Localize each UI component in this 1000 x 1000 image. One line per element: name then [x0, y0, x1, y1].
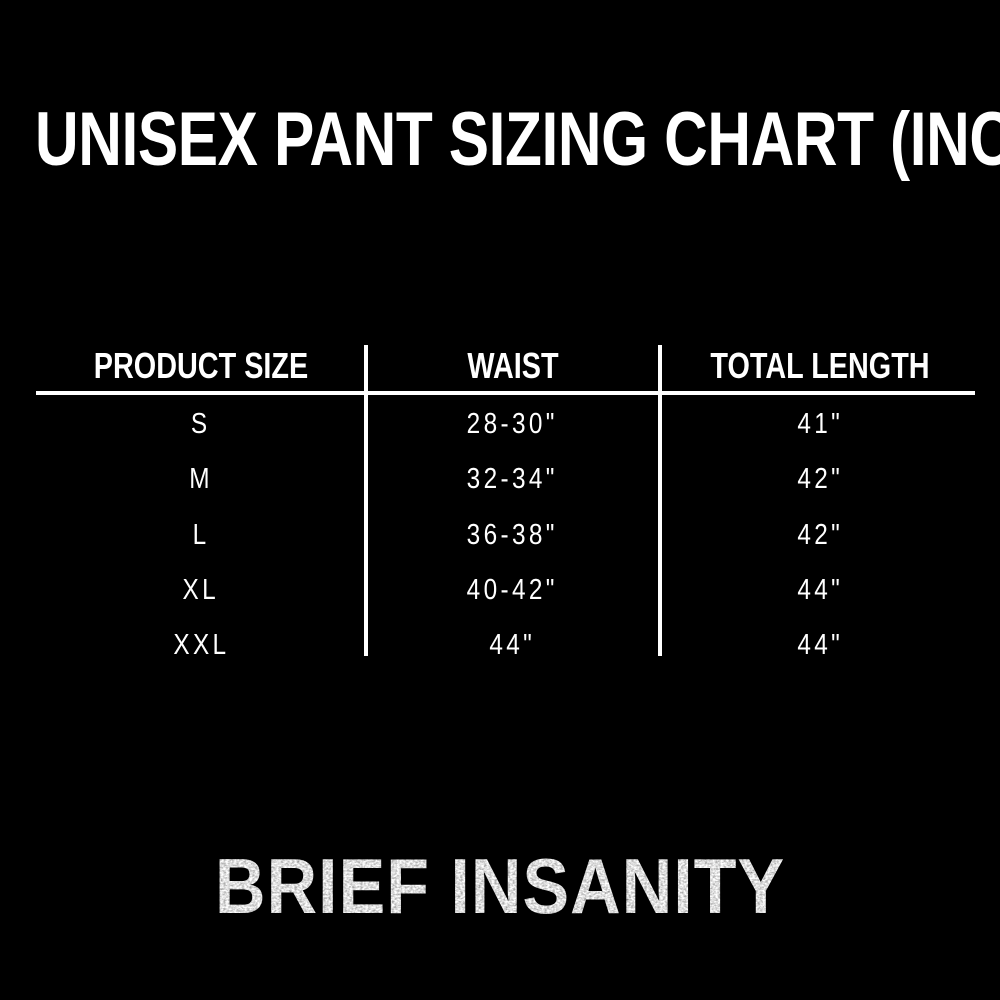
cell-value: XL: [182, 574, 220, 606]
table-row: L 36-38" 42": [0, 515, 1000, 555]
cell-product-size: XL: [41, 570, 361, 610]
cell-value: 42": [797, 463, 843, 495]
cell-total-length: 44": [665, 625, 975, 665]
cell-waist: 32-34": [370, 459, 655, 499]
cell-product-size: M: [41, 459, 361, 499]
column-divider-1: [364, 345, 368, 656]
header-divider-rule: [36, 391, 975, 395]
cell-product-size: S: [41, 404, 361, 444]
cell-total-length: 42": [665, 515, 975, 555]
cell-waist: 40-42": [370, 570, 655, 610]
cell-product-size: L: [41, 515, 361, 555]
cell-total-length: 44": [665, 570, 975, 610]
cell-waist: 44": [370, 625, 655, 665]
column-header-waist: WAIST: [370, 348, 655, 384]
cell-value: 44": [489, 629, 536, 661]
column-header-product-size: PRODUCT SIZE: [41, 348, 361, 384]
cell-value: XXL: [172, 629, 230, 661]
cell-value: L: [192, 519, 210, 551]
cell-value: 41": [797, 408, 843, 440]
cell-value: S: [191, 408, 211, 440]
table-row: XL 40-42" 44": [0, 570, 1000, 610]
cell-value: 40-42": [466, 574, 559, 606]
brand-logo: BRIEF INSANITY BRIEF INSANITY: [0, 845, 1000, 935]
table-row: S 28-30" 41": [0, 404, 1000, 444]
cell-product-size: XXL: [41, 625, 361, 665]
cell-value: 32-34": [466, 463, 559, 495]
column-header-waist-label: WAIST: [466, 345, 559, 386]
cell-waist: 36-38": [370, 515, 655, 555]
cell-value: 28-30": [466, 408, 559, 440]
cell-value: 42": [797, 519, 843, 551]
cell-value: M: [189, 463, 213, 495]
cell-value: 44": [797, 629, 843, 661]
cell-total-length: 41": [665, 404, 975, 444]
cell-total-length: 42": [665, 459, 975, 499]
column-header-total-length-label: TOTAL LENGTH: [710, 345, 930, 386]
cell-value: 36-38": [466, 519, 559, 551]
cell-waist: 28-30": [370, 404, 655, 444]
table-row: M 32-34" 42": [0, 459, 1000, 499]
column-header-total-length: TOTAL LENGTH: [665, 348, 975, 384]
column-divider-2: [658, 345, 662, 656]
column-header-product-size-label: PRODUCT SIZE: [93, 345, 309, 386]
table-row: XXL 44" 44": [0, 625, 1000, 665]
cell-value: 44": [797, 574, 843, 606]
